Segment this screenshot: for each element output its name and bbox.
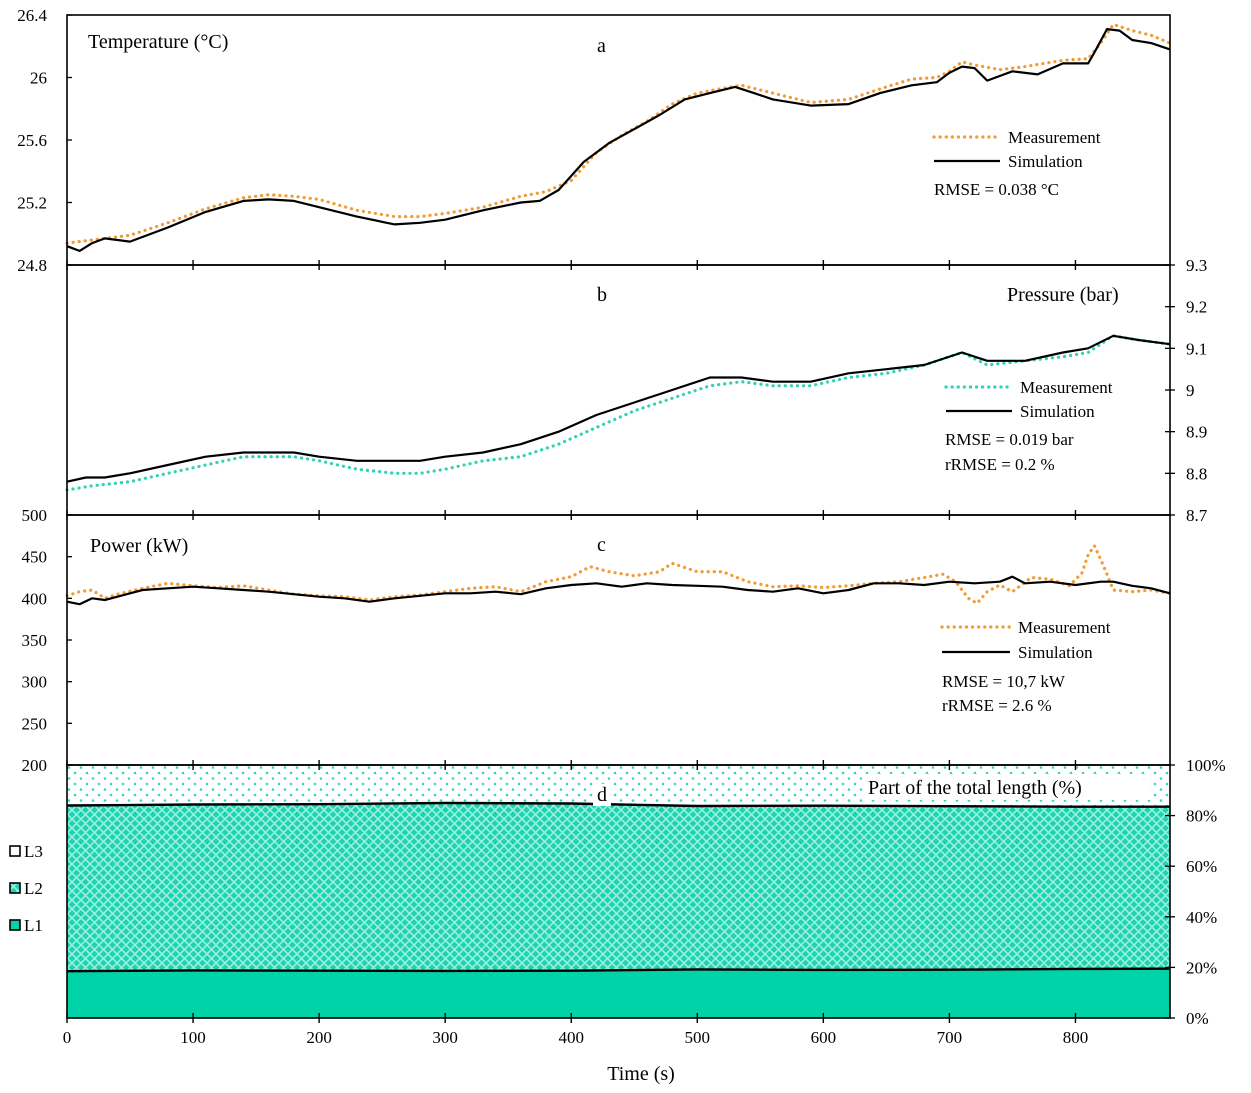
y-tick-label-a-3: 26 [30, 69, 47, 88]
panel-c-legend-simulation: Simulation [1018, 643, 1093, 662]
panel-a-legend-simulation: Simulation [1008, 152, 1083, 171]
panel-c-letter: c [597, 534, 606, 556]
area-l1 [67, 968, 1170, 1018]
y-tick-label-c-4: 400 [22, 589, 48, 608]
y-tick-label-d-0: 0% [1186, 1009, 1209, 1028]
x-tick-label-0: 0 [63, 1028, 72, 1047]
panel-d-title: Part of the total length (%) [868, 777, 1082, 799]
x-tick-label-4: 400 [558, 1028, 584, 1047]
panel-frame-a [66, 14, 1171, 266]
y-tick-label-c-6: 500 [22, 506, 48, 525]
y-tick-label-d-1: 20% [1186, 958, 1217, 977]
panel-b-letter: b [597, 284, 607, 306]
x-tick-label-6: 600 [811, 1028, 837, 1047]
panel-b-title: Pressure (bar) [1007, 284, 1119, 306]
panel-b-rmse: RMSE = 0.019 bar [945, 430, 1074, 449]
panel-a-legend-measurement: Measurement [1008, 128, 1101, 147]
panel-a-title: Temperature (°C) [88, 31, 228, 53]
x-tick-label-3: 300 [432, 1028, 458, 1047]
y-tick-label-b-0: 8.7 [1186, 506, 1208, 525]
y-tick-label-d-5: 100% [1186, 756, 1226, 775]
series-a-measurement [65, 22, 1172, 245]
series-c-simulation [66, 575, 1171, 606]
series-a-simulation [66, 28, 1171, 252]
panel-frame-b [66, 264, 1171, 516]
panel-d-title-bg [862, 774, 1150, 800]
y-tick-label-b-5: 9.2 [1186, 298, 1207, 317]
panel-c-rrmse: rRMSE = 2.6 % [942, 696, 1052, 715]
panel-a-rmse: RMSE = 0.038 °C [934, 180, 1059, 199]
panel-b-legend-measurement: Measurement [1020, 378, 1113, 397]
y-tick-label-a-1: 25.2 [17, 194, 47, 213]
x-tick-label-8: 800 [1063, 1028, 1089, 1047]
x-tick-label-2: 200 [306, 1028, 332, 1047]
panel-a-letter: a [597, 35, 606, 57]
legend-l1-swatch [9, 919, 21, 931]
area-l2 [67, 803, 1170, 972]
legend-l1-label: L1 [24, 916, 43, 935]
y-tick-label-a-2: 25.6 [17, 131, 47, 150]
y-tick-label-d-4: 80% [1186, 807, 1217, 826]
panel-frame-c [66, 514, 1171, 766]
y-tick-label-b-6: 9.3 [1186, 256, 1207, 275]
series-b-simulation [66, 334, 1171, 483]
panel-d-letter: d [597, 784, 607, 806]
legend-l2-swatch [9, 882, 21, 894]
y-tick-label-a-4: 26.4 [17, 6, 47, 25]
panel-frame-d [66, 764, 1171, 1019]
x-tick-label-1: 100 [180, 1028, 206, 1047]
y-tick-label-b-2: 8.9 [1186, 423, 1207, 442]
panel-d-letter-bg [593, 784, 611, 806]
legend-l3-label: L3 [24, 842, 43, 861]
legend-l3-swatch [9, 845, 21, 857]
panel-c-rmse: RMSE = 10,7 kW [942, 672, 1066, 691]
y-tick-label-b-3: 9 [1186, 381, 1195, 400]
y-tick-label-c-1: 250 [22, 714, 48, 733]
y-tick-label-d-3: 60% [1186, 857, 1217, 876]
boundary-l1 [66, 967, 1171, 973]
y-tick-label-c-2: 300 [22, 673, 48, 692]
legend-l2-label: L2 [24, 879, 43, 898]
y-tick-label-a-0: 24.8 [17, 256, 47, 275]
series-c-measurement [65, 544, 1172, 605]
boundary-l2 [66, 801, 1170, 808]
y-tick-label-c-3: 350 [22, 631, 48, 650]
x-tick-label-5: 500 [685, 1028, 711, 1047]
y-tick-label-d-2: 40% [1186, 908, 1217, 927]
x-axis-label: Time (s) [607, 1063, 675, 1085]
y-tick-label-b-4: 9.1 [1186, 339, 1207, 358]
panel-c-legend-measurement: Measurement [1018, 618, 1111, 637]
panel-b-legend-simulation: Simulation [1020, 402, 1095, 421]
x-tick-label-7: 700 [937, 1028, 963, 1047]
y-tick-label-c-5: 450 [22, 548, 48, 567]
panel-c-title: Power (kW) [90, 535, 188, 557]
y-tick-label-b-1: 8.8 [1186, 464, 1207, 483]
y-tick-label-c-0: 200 [22, 756, 48, 775]
panel-b-rrmse: rRMSE = 0.2 % [945, 455, 1055, 474]
series-b-measurement [65, 334, 1172, 492]
